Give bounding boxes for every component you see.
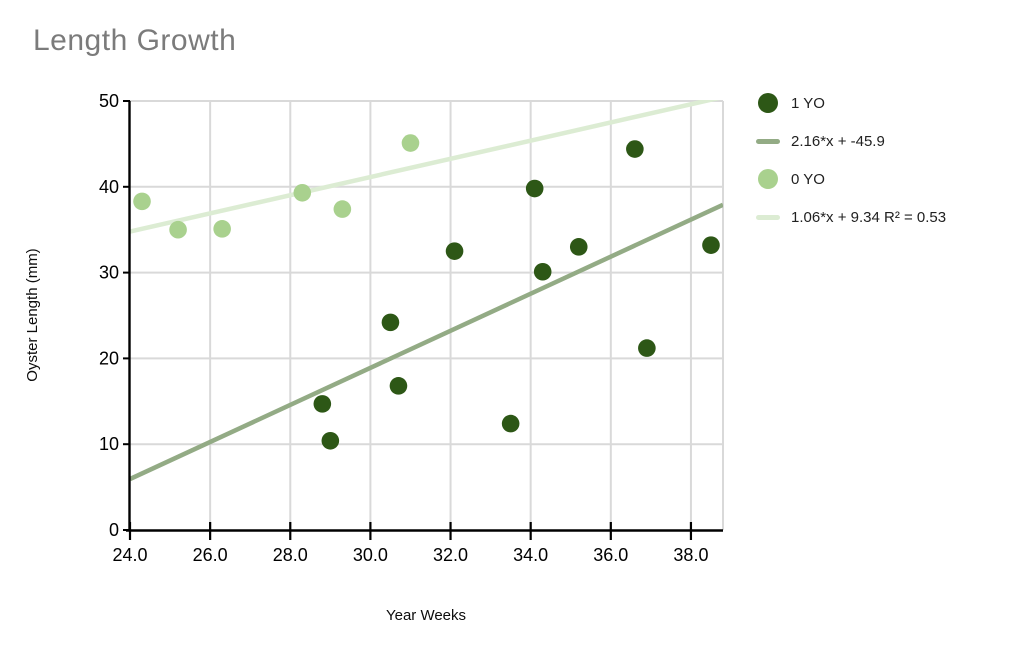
y-tick-label: 0	[109, 520, 119, 540]
x-axis-title: Year Weeks	[385, 607, 467, 624]
data-point-1-yo	[626, 140, 644, 158]
legend-marker-wrap	[755, 169, 781, 189]
data-point-0-yo	[401, 134, 420, 152]
data-point-1-yo	[445, 242, 464, 260]
data-point-1-yo	[381, 313, 400, 332]
data-point-1-yo	[569, 238, 588, 256]
data-point-1-yo	[389, 377, 408, 395]
legend-marker-wrap	[755, 214, 781, 220]
legend-circle-marker	[758, 169, 778, 189]
y-tick-label: 10	[99, 434, 119, 454]
data-point-1-yo	[313, 395, 332, 413]
legend-marker-wrap	[755, 93, 781, 113]
y-tick-label: 50	[99, 91, 119, 111]
data-point-1-yo	[321, 431, 340, 450]
y-tick-label: 20	[99, 348, 119, 368]
chart-title: Length Growth	[33, 24, 237, 57]
x-tick-label: 38.0	[673, 545, 708, 565]
legend: 1 YO 2.16*x + -45.9 0 YO 1.06*x + 9.34 R² =…	[755, 84, 946, 236]
trendline-1-06-x-9-34-r-0-53	[130, 100, 720, 234]
x-tick-label: 36.0	[593, 545, 628, 565]
x-tick-label: 32.0	[433, 545, 468, 565]
y-tick-label: 40	[99, 177, 119, 197]
legend-marker-wrap	[755, 138, 781, 144]
data-point-1-yo	[638, 339, 656, 357]
legend-label: 1.06*x + 9.34 R² = 0.53	[791, 208, 947, 226]
legend-item: 0 YO	[755, 160, 946, 198]
data-point-1-yo	[525, 179, 544, 198]
data-point-0-yo	[169, 220, 187, 239]
x-tick-label: 30.0	[353, 545, 388, 565]
legend-label: 1 YO	[791, 94, 825, 112]
x-tick-label: 24.0	[112, 545, 147, 565]
x-tick-label: 34.0	[513, 545, 548, 565]
legend-item: 1 YO	[755, 84, 946, 122]
trendline-2-16-x-45-9	[130, 202, 723, 482]
data-point-1-yo	[533, 262, 552, 281]
data-point-0-yo	[213, 220, 231, 238]
legend-item: 2.16*x + -45.9	[755, 122, 946, 160]
x-tick-label: 28.0	[273, 545, 308, 565]
legend-label: 2.16*x + -45.9	[791, 132, 885, 150]
data-point-0-yo	[293, 184, 312, 202]
legend-item: 1.06*x + 9.34 R² = 0.53	[755, 198, 946, 236]
legend-label: 0 YO	[791, 170, 825, 188]
data-point-1-yo	[501, 414, 520, 433]
data-point-1-yo	[702, 236, 720, 254]
legend-line-marker	[756, 138, 780, 144]
x-tick-label: 26.0	[193, 545, 228, 565]
legend-circle-marker	[758, 93, 778, 113]
legend-line-marker	[756, 214, 780, 220]
data-point-0-yo	[133, 192, 151, 211]
y-tick-label: 30	[99, 263, 119, 283]
data-point-0-yo	[333, 200, 352, 218]
